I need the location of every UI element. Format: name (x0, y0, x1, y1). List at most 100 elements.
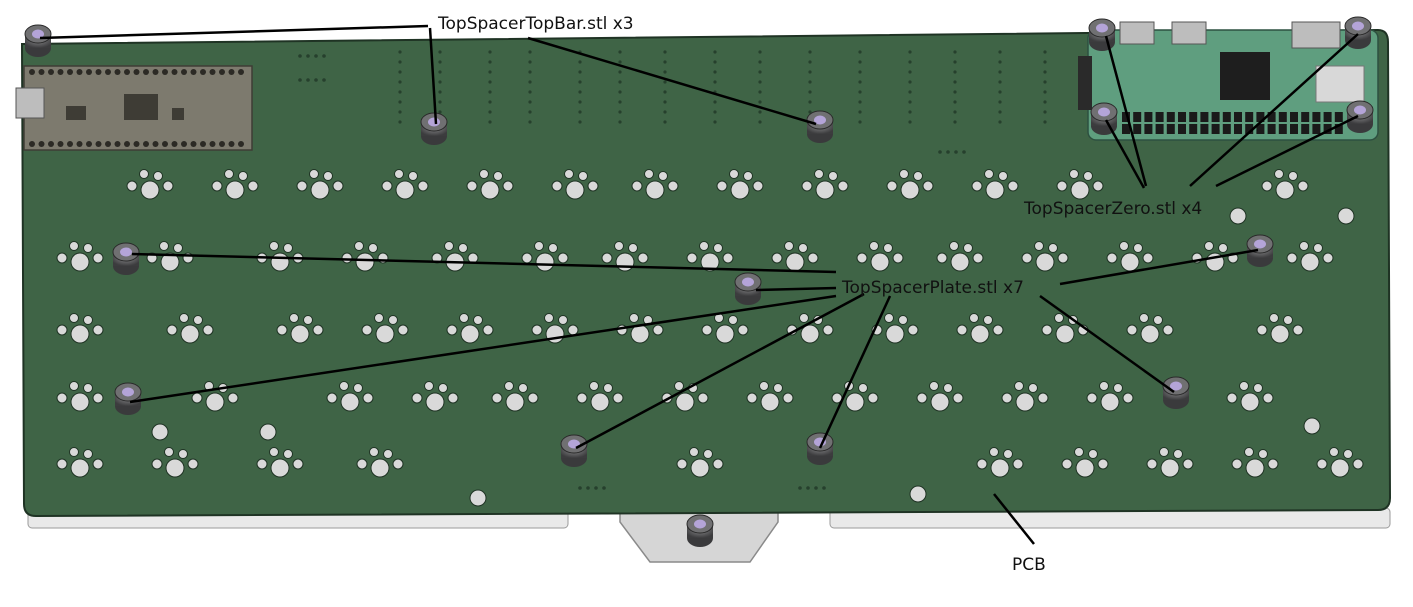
switch-hole-icon (690, 458, 710, 478)
spacer-standoff-icon (560, 434, 588, 467)
switch-hole-icon (270, 458, 290, 478)
switch-hole-icon (1300, 252, 1320, 272)
mounting-hole-icon (151, 423, 169, 441)
switch-hole-icon (1330, 458, 1350, 478)
mini-hdmi-port-icon (1291, 21, 1341, 49)
switch-hole-icon (425, 392, 445, 412)
pcb-via-field (298, 50, 1047, 490)
spacer-standoff-icon (112, 242, 140, 275)
mounting-hole-icon (909, 485, 927, 503)
spacer-group (24, 16, 1374, 547)
raspberry-pi-zero-board (1078, 21, 1379, 141)
switch-hole-icon (480, 180, 500, 200)
switch-hole-icon (800, 324, 820, 344)
switch-hole-icon (1070, 180, 1090, 200)
mounting-hole-icon (1337, 207, 1355, 225)
switch-hole-icon (760, 392, 780, 412)
raspberry-pi-pico-board (15, 65, 253, 151)
switch-hole-icon (505, 392, 525, 412)
switch-hole-icon (70, 458, 90, 478)
spacer-standoff-icon (806, 110, 834, 143)
usb-connector-icon (15, 87, 45, 119)
rp2040-chip-icon (124, 94, 158, 120)
spacer-standoff-icon (1162, 376, 1190, 409)
switch-hole-icon (815, 180, 835, 200)
sd-card-slot-icon (1315, 65, 1365, 103)
spacer-standoff-icon (806, 432, 834, 465)
switch-hole-icon (900, 180, 920, 200)
switch-hole-icon (1240, 392, 1260, 412)
switch-hole-icon (70, 252, 90, 272)
switch-hole-icon (355, 252, 375, 272)
switch-hole-icon (160, 252, 180, 272)
switch-hole-icon (535, 252, 555, 272)
switch-hole-icon (225, 180, 245, 200)
spacer-standoff-icon (1346, 100, 1374, 133)
spacer-standoff-icon (420, 112, 448, 145)
spacer-standoff-icon (114, 382, 142, 415)
switch-hole-icon (70, 392, 90, 412)
spacer-standoff-icon (24, 24, 52, 57)
switch-hole-icon (990, 458, 1010, 478)
switch-hole-icon (205, 392, 225, 412)
switch-hole-icon (340, 392, 360, 412)
camera-connector-icon (1078, 56, 1092, 110)
micro-usb-port-icon (1171, 21, 1207, 45)
switch-hole-icon (70, 324, 90, 344)
switch-hole-icon (395, 180, 415, 200)
switch-hole-icon (1140, 324, 1160, 344)
switch-hole-icon (1055, 324, 1075, 344)
switch-hole-icon (715, 324, 735, 344)
switch-hole-icon (930, 392, 950, 412)
switch-hole-icon (675, 392, 695, 412)
switch-hole-icon (310, 180, 330, 200)
switch-hole-icon (630, 324, 650, 344)
switch-hole-icon (985, 180, 1005, 200)
switch-hole-icon (565, 180, 585, 200)
switch-hole-icon (1270, 324, 1290, 344)
label-top-spacer-plate: TopSpacerPlate.stl x7 (841, 278, 1024, 298)
spacer-standoff-icon (686, 514, 714, 547)
switch-hole-icon (615, 252, 635, 272)
switch-hole-icon (970, 324, 990, 344)
switch-hole-icon (870, 252, 890, 272)
label-top-spacer-top-bar: TopSpacerTopBar.stl x3 (437, 14, 634, 34)
switch-hole-icon (1035, 252, 1055, 272)
spacer-standoff-icon (1344, 16, 1372, 49)
switch-hole-icon (1100, 392, 1120, 412)
switch-hole-icon (590, 392, 610, 412)
switch-hole-icon (1120, 252, 1140, 272)
switch-hole-icon (700, 252, 720, 272)
switch-hole-icon (370, 458, 390, 478)
switch-hole-icon (270, 252, 290, 272)
leader-lines (39, 24, 1359, 545)
soc-chip-icon (1220, 52, 1270, 100)
switch-hole-icon (290, 324, 310, 344)
spacer-standoff-icon (1088, 18, 1116, 51)
gpio-header (1122, 112, 1343, 134)
switch-hole-icon (645, 180, 665, 200)
switch-hole-icon (845, 392, 865, 412)
switch-hole-icon (1275, 180, 1295, 200)
switch-hole-icon (1015, 392, 1035, 412)
switch-hole-field (56, 169, 1364, 507)
switch-hole-icon (460, 324, 480, 344)
switch-hole-icon (885, 324, 905, 344)
switch-hole-icon (375, 324, 395, 344)
switch-hole-icon (180, 324, 200, 344)
mounting-hole-icon (259, 423, 277, 441)
mounting-hole-icon (1303, 417, 1321, 435)
switch-hole-icon (950, 252, 970, 272)
switch-hole-icon (1075, 458, 1095, 478)
switch-hole-icon (730, 180, 750, 200)
switch-hole-icon (1160, 458, 1180, 478)
label-pcb: PCB (1012, 555, 1046, 575)
spacer-standoff-icon (1246, 234, 1274, 267)
switch-hole-icon (785, 252, 805, 272)
micro-usb-port-icon (1119, 21, 1155, 45)
spacer-standoff-icon (734, 272, 762, 305)
label-top-spacer-zero: TopSpacerZero.stl x4 (1023, 199, 1202, 219)
mounting-hole-icon (469, 489, 487, 507)
mounting-hole-icon (1229, 207, 1247, 225)
